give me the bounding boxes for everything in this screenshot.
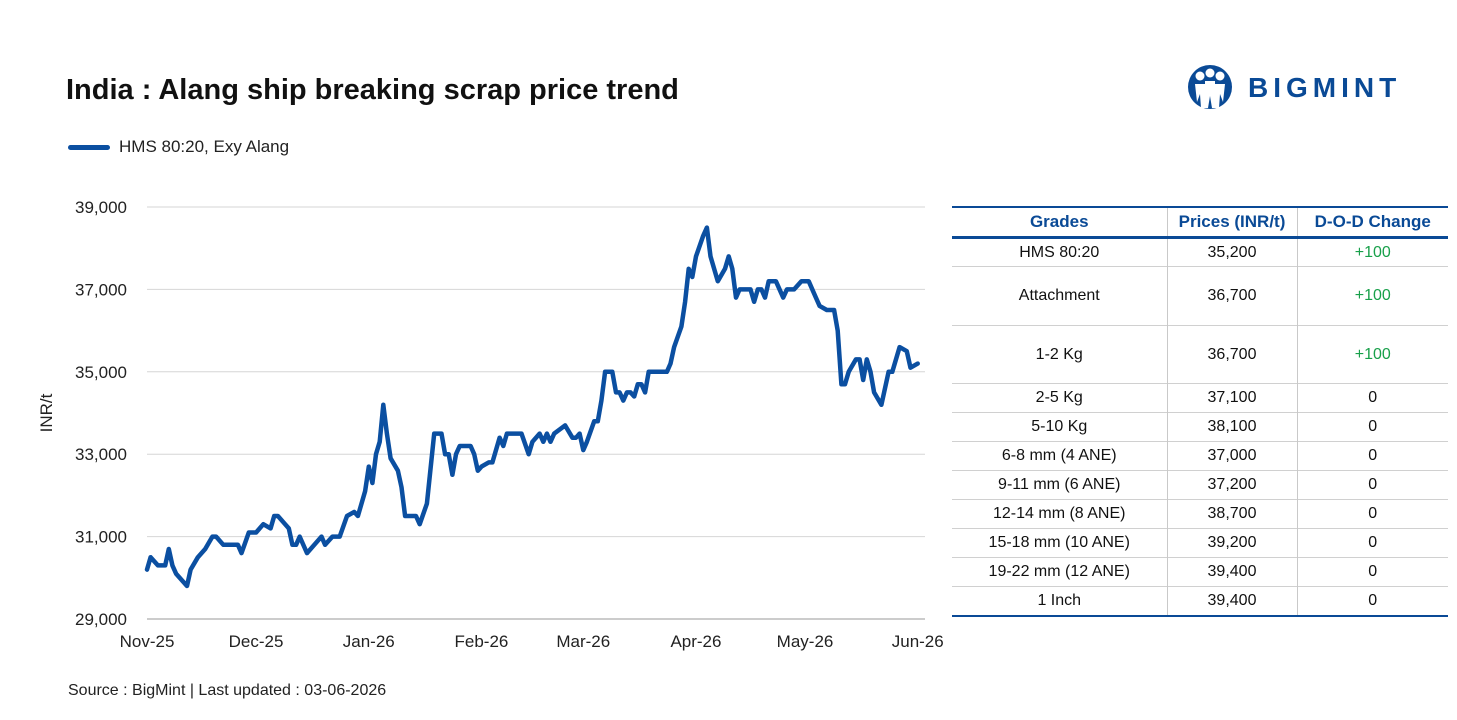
price-trend-chart: 29,000 31,000 33,000 35,000 37,000 39,000 Nov-… [37, 198, 944, 651]
cell-dod-change: 0 [1296, 528, 1448, 558]
table-header-row: Grades Prices (INR/t) D-O-D Change [952, 206, 1448, 239]
header-grades: Grades [952, 206, 1167, 239]
x-tick-label: Feb-26 [455, 632, 509, 651]
y-tick-label: 33,000 [75, 445, 127, 464]
y-tick-label: 31,000 [75, 528, 127, 547]
table-row: 15-18 mm (10 ANE) 39,200 0 [952, 528, 1448, 558]
x-tick-label: Mar-26 [556, 632, 610, 651]
cell-grade: 15-18 mm (10 ANE) [952, 528, 1167, 558]
cell-dod-change: 0 [1296, 470, 1448, 500]
brand-logo-icon [1188, 65, 1232, 109]
table-row: 6-8 mm (4 ANE) 37,000 0 [952, 441, 1448, 471]
grades-table-container: Grades Prices (INR/t) D-O-D Change HMS 8… [952, 206, 1448, 617]
chart-legend: HMS 80:20, Exy Alang [68, 136, 289, 158]
cell-dod-change: 0 [1296, 412, 1448, 442]
table-row: 19-22 mm (12 ANE) 39,400 0 [952, 557, 1448, 587]
cell-grade: 9-11 mm (6 ANE) [952, 470, 1167, 500]
y-tick-label: 37,000 [75, 280, 127, 299]
cell-price: 38,100 [1166, 412, 1297, 442]
cell-price: 37,100 [1166, 383, 1297, 413]
cell-dod-change: 0 [1296, 441, 1448, 471]
table-row: 12-14 mm (8 ANE) 38,700 0 [952, 499, 1448, 529]
series-line-hms-80-20 [144, 225, 920, 589]
cell-dod-change: 0 [1296, 557, 1448, 587]
cell-grade: 1 Inch [952, 586, 1167, 617]
x-tick-label: Apr-26 [670, 632, 721, 651]
legend-swatch [68, 144, 110, 150]
table-row: HMS 80:20 35,200 +100 [952, 237, 1448, 267]
cell-grade: 5-10 Kg [952, 412, 1167, 442]
x-tick-label: Jun-26 [892, 632, 944, 651]
cell-price: 39,400 [1166, 557, 1297, 587]
grades-price-table: Grades Prices (INR/t) D-O-D Change HMS 8… [952, 206, 1448, 617]
y-tick-label: 35,000 [75, 363, 127, 382]
cell-dod-change: +100 [1296, 266, 1448, 326]
brand-name: BIGMINT [1248, 72, 1402, 103]
y-tick-label: 39,000 [75, 198, 127, 217]
header-dod-change: D-O-D Change [1296, 206, 1448, 239]
cell-grade: 12-14 mm (8 ANE) [952, 499, 1167, 529]
table-row: 9-11 mm (6 ANE) 37,200 0 [952, 470, 1448, 500]
cell-price: 35,200 [1166, 237, 1297, 267]
cell-grade: 19-22 mm (12 ANE) [952, 557, 1167, 587]
cell-dod-change: 0 [1296, 499, 1448, 529]
cell-grade: Attachment [952, 266, 1167, 326]
cell-grade: 1-2 Kg [952, 325, 1167, 384]
x-tick-label: Dec-25 [229, 632, 284, 651]
cell-price: 39,200 [1166, 528, 1297, 558]
table-row: 2-5 Kg 37,100 0 [952, 383, 1448, 413]
cell-dod-change: +100 [1296, 237, 1448, 267]
y-tick-label: 29,000 [75, 610, 127, 629]
cell-price: 37,200 [1166, 470, 1297, 500]
cell-dod-change: 0 [1296, 383, 1448, 413]
source-note: Source : BigMint | Last updated : 03-06-… [68, 682, 387, 699]
cell-price: 36,700 [1166, 266, 1297, 326]
x-tick-label: Nov-25 [120, 632, 175, 651]
cell-grade: HMS 80:20 [952, 237, 1167, 267]
cell-dod-change: +100 [1296, 325, 1448, 384]
brand-logo: BIGMINT [1186, 62, 1436, 112]
cell-price: 37,000 [1166, 441, 1297, 471]
cell-grade: 2-5 Kg [952, 383, 1167, 413]
cell-price: 36,700 [1166, 325, 1297, 384]
cell-price: 38,700 [1166, 499, 1297, 529]
x-tick-label: May-26 [777, 632, 834, 651]
cell-dod-change: 0 [1296, 586, 1448, 617]
legend-label: HMS 80:20, Exy Alang [119, 137, 290, 156]
page-title: India : Alang ship breaking scrap price … [66, 74, 679, 106]
table-row: 1-2 Kg 36,700 +100 [952, 325, 1448, 384]
x-tick-label: Jan-26 [343, 632, 395, 651]
table-row: 5-10 Kg 38,100 0 [952, 412, 1448, 442]
cell-grade: 6-8 mm (4 ANE) [952, 441, 1167, 471]
cell-price: 39,400 [1166, 586, 1297, 617]
y-axis-label: INR/t [37, 393, 56, 432]
table-row: 1 Inch 39,400 0 [952, 586, 1448, 617]
header-prices: Prices (INR/t) [1166, 206, 1297, 239]
table-row: Attachment 36,700 +100 [952, 266, 1448, 326]
